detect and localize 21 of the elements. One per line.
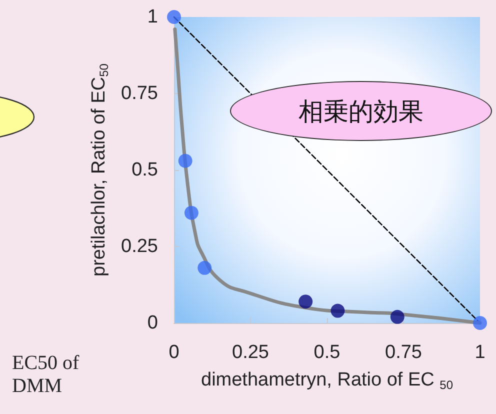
- point: [184, 206, 198, 220]
- x-tick-label: 0.5: [314, 342, 340, 363]
- point: [167, 10, 181, 24]
- y-axis-title: pretilachlor, Ratio of EC50: [88, 63, 112, 276]
- point: [330, 304, 345, 318]
- text: EC50 of DMM: [12, 352, 80, 398]
- x-tick-label: 0.75: [385, 342, 422, 363]
- x-tick-label: 0: [168, 342, 180, 363]
- point: [298, 294, 313, 309]
- y-tick-label: 0: [147, 312, 158, 334]
- point: [178, 154, 192, 168]
- x-tick-label: 1: [474, 342, 486, 363]
- x-tick-label: 0.25: [232, 342, 269, 363]
- y-tick-label: 0.75: [121, 83, 158, 104]
- y-tick-label: 0.25: [121, 236, 158, 257]
- point: [390, 310, 404, 324]
- point: [473, 316, 487, 330]
- x-axis-title: dimethametryn, Ratio of EC 50: [201, 370, 454, 392]
- y-tick-label: 1: [147, 6, 158, 28]
- y-tick-label: 0.5: [132, 160, 158, 180]
- point: [198, 260, 212, 275]
